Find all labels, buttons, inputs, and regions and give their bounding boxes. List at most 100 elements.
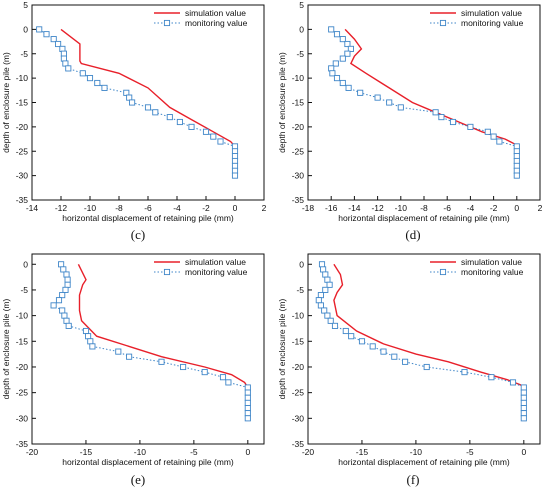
monitoring-data-point — [318, 261, 326, 268]
y-tick-label: 0 — [23, 24, 28, 34]
caption-f: (f) — [406, 472, 420, 487]
monitoring-data-point — [65, 322, 72, 329]
monitoring-data-point — [60, 55, 67, 62]
monitoring-data-point — [397, 104, 404, 111]
monitoring-data-point — [339, 55, 346, 62]
y-axis-label: depth of enclosure pile (m) — [1, 52, 11, 153]
monitoring-data-point — [60, 266, 67, 273]
monitoring-data-point — [317, 292, 324, 299]
x-tick-label: -15 — [80, 447, 93, 457]
monitoring-data-point — [43, 31, 50, 38]
x-tick-label: -18 — [302, 203, 315, 213]
y-tick-label: 0 — [299, 24, 304, 34]
monitoring-data-point — [244, 394, 251, 401]
monitoring-data-point — [513, 172, 520, 179]
caption-e: (e) — [130, 472, 146, 487]
x-tick-label: -10 — [410, 447, 423, 457]
y-tick-label: -5 — [20, 285, 28, 295]
monitoring-data-point — [63, 271, 70, 278]
monitoring-data-point — [63, 317, 70, 324]
monitoring-data-point — [61, 312, 68, 319]
monitoring-data-point — [126, 353, 133, 360]
x-axis-label: horizontal displacement of retaining pil… — [62, 457, 234, 467]
monitoring-data-point — [484, 128, 491, 135]
plot-frame — [307, 253, 541, 445]
plot-frame — [307, 4, 541, 201]
monitoring-data-point — [36, 26, 43, 33]
monitoring-series-line — [52, 264, 249, 419]
x-tick-label: -14 — [348, 203, 361, 213]
simulation-series-line — [344, 28, 518, 176]
monitoring-data-point — [79, 70, 86, 77]
x-tick-label: -2 — [490, 203, 498, 213]
monitoring-data-point — [320, 266, 327, 273]
monitoring-data-point — [55, 297, 63, 304]
monitoring-data-point — [158, 358, 165, 365]
legend-marker — [163, 19, 171, 27]
monitoring-data-point — [328, 26, 335, 33]
monitoring-data-point — [166, 114, 173, 121]
x-tick-label: -15 — [356, 447, 369, 457]
chart-panel-f: -20 -15 -10 -5 0 0 -5 -10 -15 -20 -25 -30 -35 horizon… — [276, 248, 550, 472]
monitoring-data-point — [520, 384, 527, 391]
monitoring-data-point — [89, 343, 96, 350]
y-tick-label: 0 — [23, 259, 28, 269]
monitoring-data-point — [348, 333, 355, 340]
plot-frame — [31, 253, 265, 445]
chart-d: -18 -16 -14 -12 -10 -8 -6 -4 -2 0 250-5-10-15-20-2… — [277, 0, 543, 223]
x-tick-label: -2 — [202, 203, 210, 213]
monitoring-data-point — [449, 118, 457, 126]
monitoring-data-point — [244, 405, 251, 412]
monitoring-data-point — [64, 276, 71, 283]
monitoring-data-point — [244, 389, 251, 396]
y-tick-label: -35 — [16, 195, 29, 205]
y-tick-label: -25 — [16, 146, 29, 156]
monitoring-data-point — [231, 157, 239, 165]
caption-c: (c) — [130, 227, 146, 242]
x-tick-label: -12 — [371, 203, 384, 213]
y-tick-label: -5 — [296, 285, 304, 295]
legend-label: monitoring value — [461, 267, 524, 277]
y-tick-label: -15 — [292, 336, 305, 346]
monitoring-data-point — [513, 157, 520, 165]
y-tick-label: -20 — [16, 122, 29, 132]
x-axis-label: horizontal displacement of retaining pil… — [338, 457, 510, 467]
x-axis-label: horizontal displacement of retaining pil… — [338, 213, 510, 223]
chart-f: -20 -15 -10 -5 0 0 -5 -10 -15 -20 -25 -30 -35 horizon… — [277, 253, 541, 467]
monitoring-data-point — [62, 286, 69, 293]
monitoring-data-point — [231, 153, 239, 160]
monitoring-data-point — [329, 70, 336, 77]
monitoring-data-point — [231, 172, 239, 179]
monitoring-data-point — [101, 84, 108, 91]
y-tick-label: -25 — [292, 146, 305, 156]
x-tick-label: -16 — [325, 203, 338, 213]
monitoring-data-point — [50, 302, 57, 309]
legend-marker — [163, 268, 171, 276]
y-tick-label: -15 — [16, 336, 29, 346]
legend-label: monitoring value — [185, 18, 248, 28]
y-tick-label: -10 — [16, 311, 29, 321]
monitoring-data-point — [55, 40, 62, 48]
monitoring-series-line — [318, 264, 525, 419]
y-tick-label: -35 — [292, 439, 305, 449]
monitoring-data-point — [144, 104, 152, 111]
simulation-series-line — [60, 28, 236, 176]
monitoring-data-point — [344, 50, 351, 57]
monitoring-data-point — [520, 415, 527, 422]
x-tick-label: -12 — [55, 203, 68, 213]
monitoring-data-point — [326, 281, 333, 288]
y-tick-label: -20 — [16, 362, 29, 372]
x-tick-label: 2 — [538, 203, 543, 213]
monitoring-data-point — [345, 84, 352, 91]
x-tick-label: 0 — [514, 203, 519, 213]
monitoring-data-point — [50, 36, 57, 43]
simulation-series-line — [333, 263, 525, 419]
monitoring-data-point — [201, 369, 208, 376]
monitoring-data-point — [176, 118, 183, 126]
monitoring-data-point — [82, 327, 90, 335]
x-tick-label: -10 — [84, 203, 97, 213]
y-tick-label: -10 — [16, 73, 29, 83]
legend-marker — [439, 19, 447, 27]
monitoring-data-point — [210, 133, 217, 140]
monitoring-data-point — [386, 99, 393, 106]
